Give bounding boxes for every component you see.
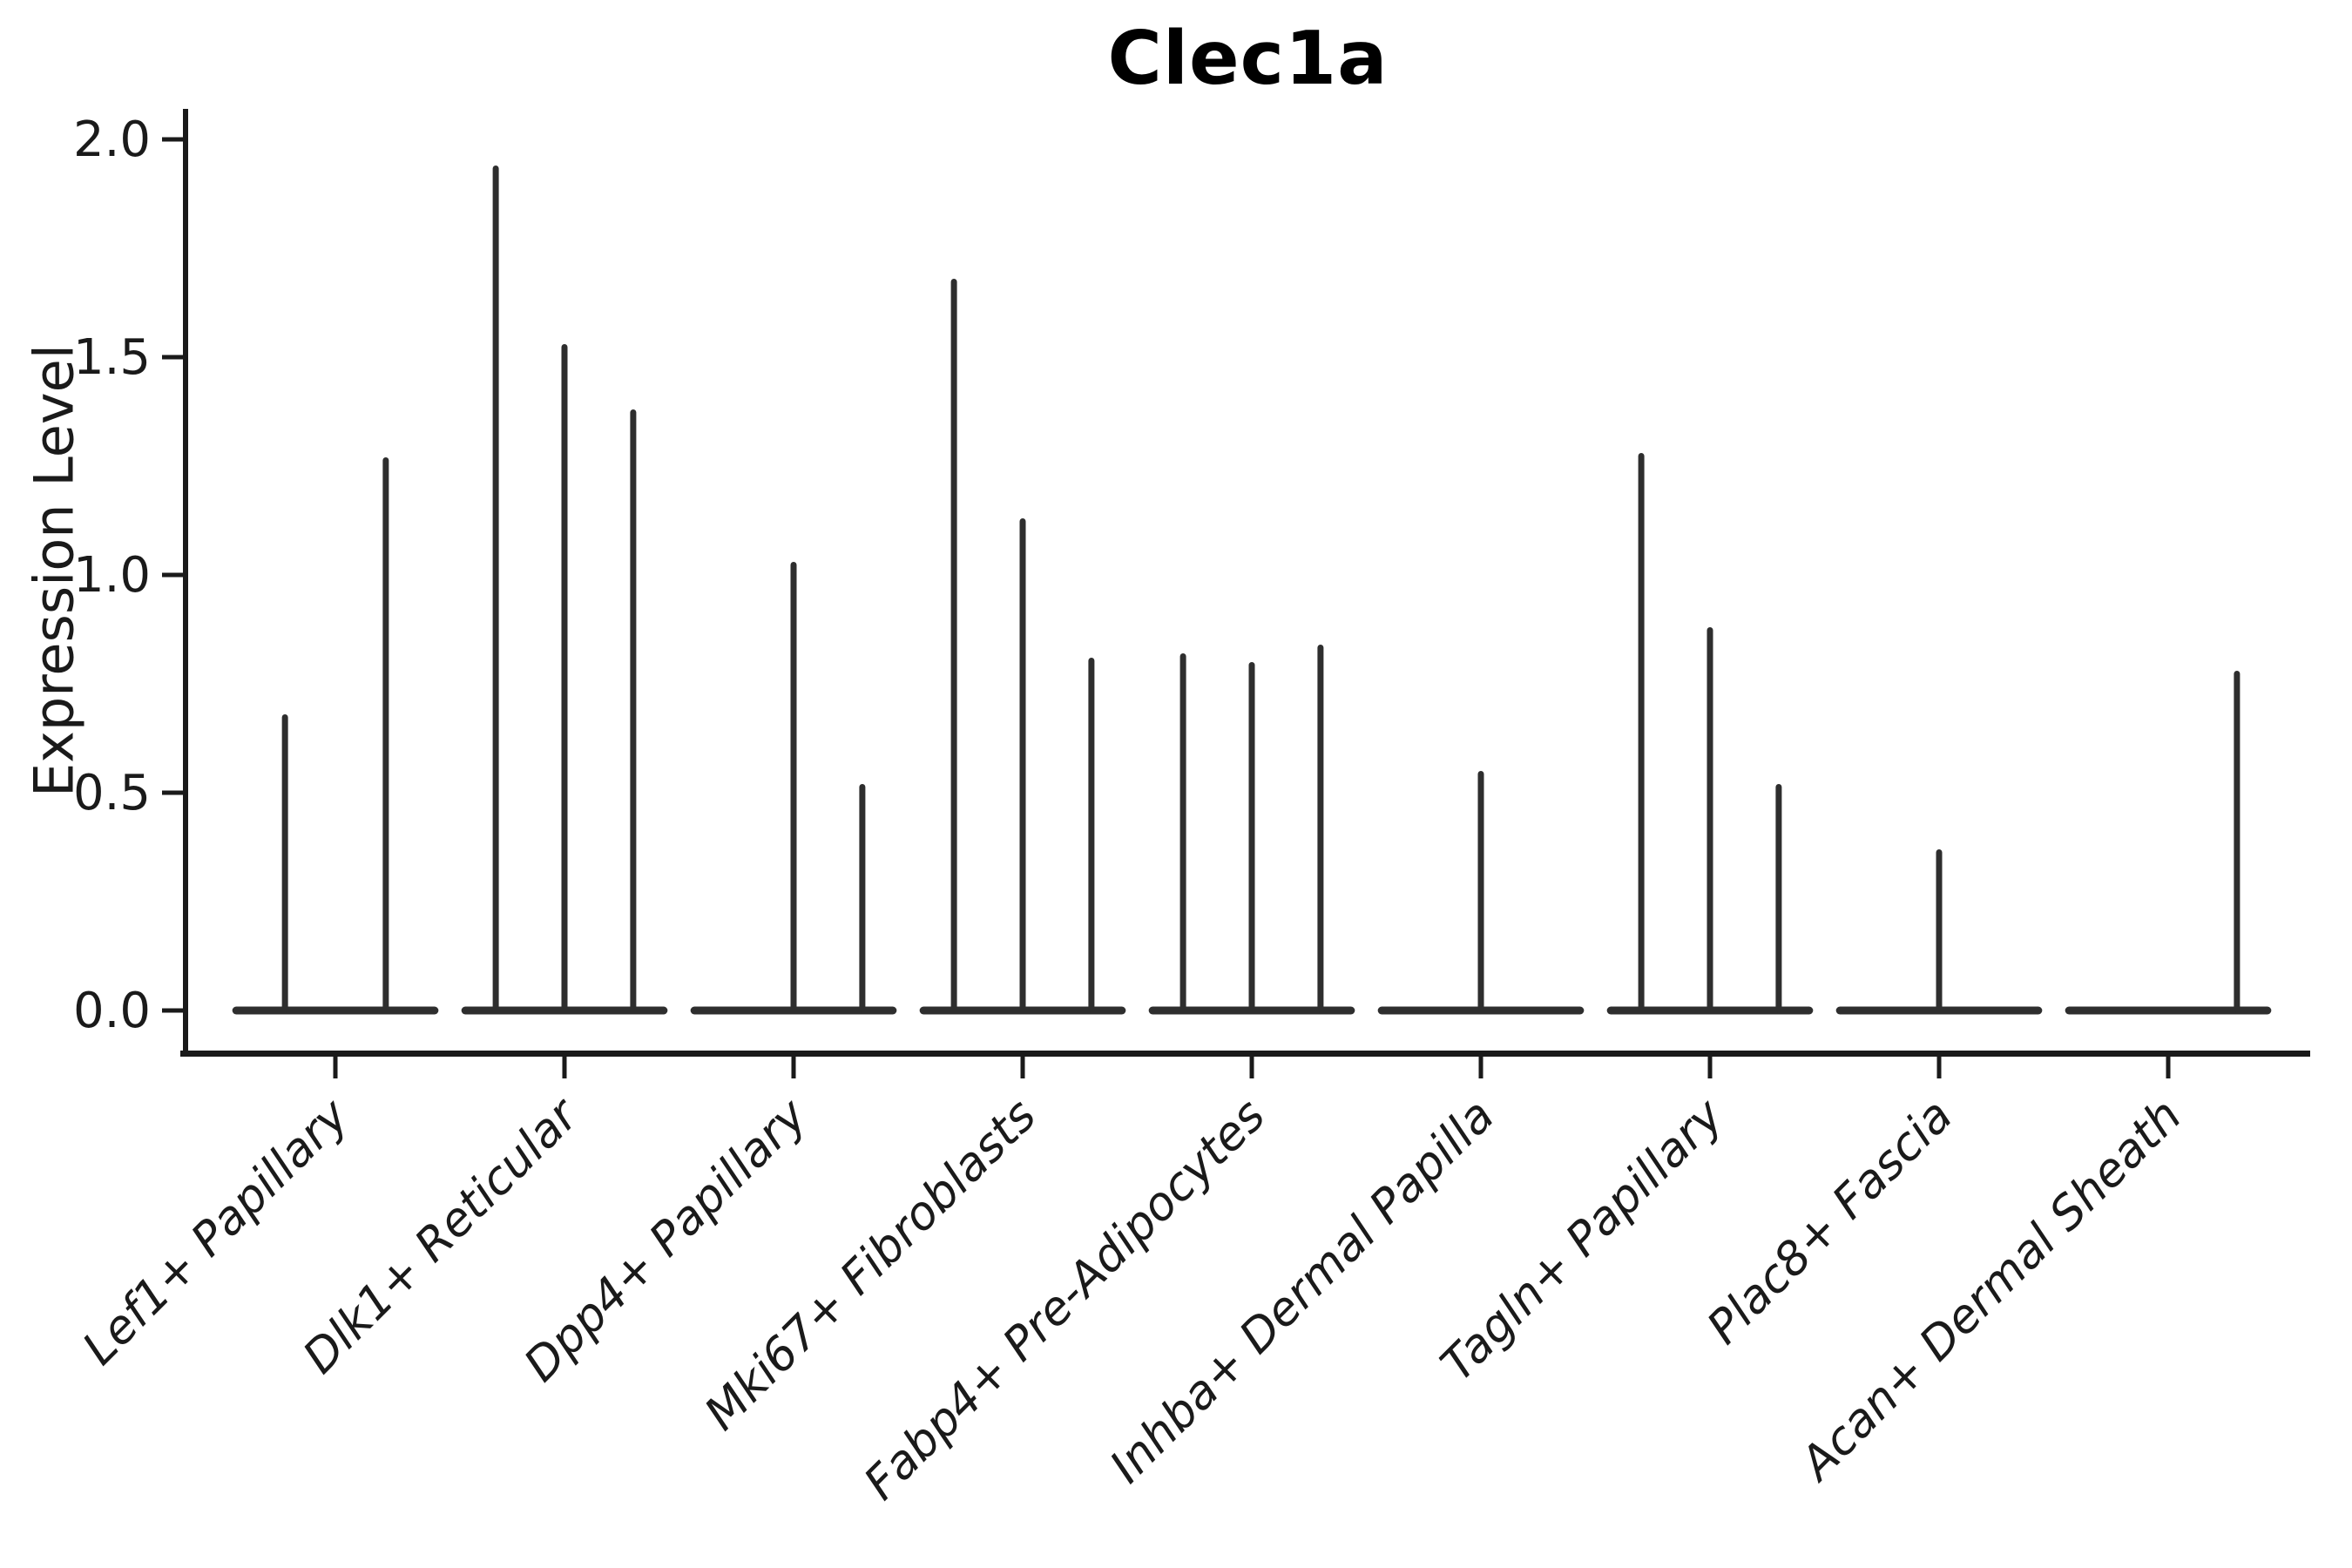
violin-spike [1019, 518, 1026, 1012]
violin-spike [790, 562, 797, 1012]
y-tick [162, 1008, 183, 1013]
violin-spike [1088, 658, 1095, 1012]
violin-spike [859, 784, 866, 1012]
y-tick-label: 1.5 [73, 329, 151, 386]
y-tick-label: 1.0 [73, 547, 151, 604]
violin-spike [1638, 453, 1645, 1012]
violin-spike [630, 409, 637, 1012]
x-tick [1249, 1056, 1254, 1078]
y-tick-label: 0.5 [73, 765, 151, 821]
y-tick-label: 0.0 [73, 983, 151, 1039]
x-tick-label: Inhba+ Dermal Papilla [1100, 1089, 1504, 1493]
violin-spike [1317, 645, 1324, 1012]
x-tick-label: Plac8+ Fascia [1697, 1089, 1963, 1355]
x-tick [791, 1056, 796, 1078]
violin-base [232, 1006, 439, 1015]
violin-layer [232, 166, 2272, 1015]
violin-spike [2234, 671, 2240, 1012]
violin-spike [281, 714, 288, 1012]
y-tick-label: 2.0 [73, 112, 151, 168]
y-tick [162, 137, 183, 142]
violin-spike [1775, 784, 1782, 1012]
violin-spike [492, 166, 499, 1012]
x-tick [562, 1056, 567, 1078]
chart-title: Clec1a [1107, 16, 1389, 102]
x-tick [333, 1056, 338, 1078]
violin-spike [561, 344, 568, 1012]
y-tick [162, 790, 183, 795]
axes-layer [162, 109, 2310, 1078]
x-tick [1707, 1056, 1713, 1078]
violin-spike [382, 457, 389, 1012]
y-tick [162, 355, 183, 360]
violin-spike [1248, 662, 1255, 1012]
violin-spike [1707, 627, 1713, 1012]
violin-spike [950, 279, 957, 1012]
x-tick [2166, 1056, 2171, 1078]
x-tick [1478, 1056, 1484, 1078]
x-tick-label: Fabp4+ Pre-Adipocytes [855, 1089, 1276, 1511]
y-tick [162, 572, 183, 578]
violin-base [2065, 1006, 2272, 1015]
x-axis-spine [180, 1051, 2310, 1057]
violin-spike [1179, 653, 1186, 1012]
violin-spike [1936, 849, 1943, 1012]
violin-spike [1477, 771, 1484, 1012]
x-tick [1020, 1056, 1025, 1078]
y-axis-spine [183, 109, 188, 1056]
x-tick-label: Acan+ Dermal Sheath [1789, 1089, 2193, 1492]
x-tick [1936, 1056, 1942, 1078]
